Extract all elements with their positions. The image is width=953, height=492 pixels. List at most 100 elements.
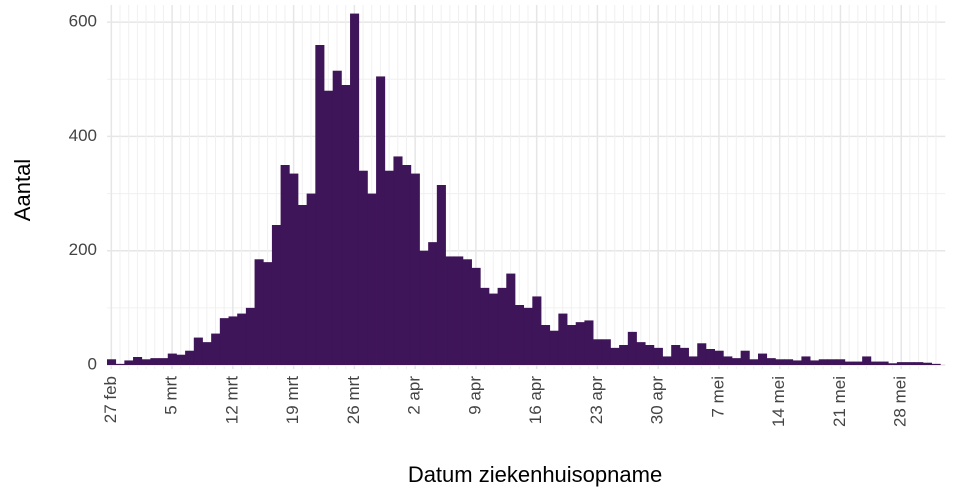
bar — [167, 353, 177, 365]
x-tick-label: 12 mrt — [222, 376, 241, 424]
bar — [280, 165, 290, 365]
bar — [488, 293, 498, 365]
x-tick-label: 5 mrt — [162, 376, 181, 415]
bar — [766, 358, 776, 365]
bar — [844, 361, 854, 365]
bar — [358, 170, 368, 365]
x-tick-label: 21 mei — [830, 376, 849, 427]
bar — [419, 250, 429, 365]
bar — [758, 353, 768, 365]
bar — [185, 350, 195, 365]
bar — [905, 362, 915, 365]
bar — [471, 267, 481, 365]
bar — [271, 225, 281, 365]
bar — [775, 359, 785, 365]
bar — [862, 356, 872, 365]
bar — [784, 359, 794, 365]
bar — [931, 363, 941, 365]
y-tick-label: 400 — [69, 126, 97, 145]
bar — [107, 359, 117, 365]
bar — [836, 359, 846, 365]
bar — [601, 339, 611, 365]
bar — [541, 325, 551, 365]
bar — [801, 356, 811, 365]
bar — [619, 345, 629, 365]
bar — [237, 313, 247, 365]
bar — [523, 307, 533, 365]
bar — [393, 156, 403, 365]
bar — [532, 296, 542, 365]
bar — [653, 347, 663, 365]
bar — [445, 256, 455, 365]
bar — [740, 350, 750, 365]
bar — [141, 359, 151, 365]
bar — [306, 193, 316, 365]
bar — [315, 45, 325, 365]
bar — [350, 13, 360, 365]
x-tick-label: 7 mei — [708, 376, 727, 418]
x-tick-label: 19 mrt — [283, 376, 302, 424]
bar — [254, 259, 264, 365]
bar — [688, 356, 698, 365]
x-tick-label: 26 mrt — [344, 376, 363, 424]
x-tick-label: 23 apr — [587, 376, 606, 425]
bar — [219, 318, 229, 365]
x-tick-label: 27 feb — [101, 376, 120, 423]
bar — [289, 173, 299, 365]
bar — [636, 342, 646, 365]
x-axis-title: Datum ziekenhuisopname — [408, 462, 662, 487]
bar — [610, 347, 620, 365]
bar — [792, 360, 802, 365]
bar — [567, 325, 577, 365]
bar — [133, 357, 143, 365]
bar — [436, 185, 446, 365]
y-tick-label: 0 — [88, 354, 97, 373]
x-tick-label: 2 apr — [405, 376, 424, 415]
bar — [723, 356, 733, 365]
bar — [115, 363, 125, 365]
bar — [428, 242, 438, 365]
bar — [263, 262, 273, 365]
bar — [454, 256, 464, 365]
bar — [324, 90, 334, 365]
bar — [870, 361, 880, 365]
bar — [914, 362, 924, 365]
bar — [384, 170, 394, 365]
bar — [202, 342, 212, 365]
bar — [627, 331, 637, 365]
bar — [376, 76, 386, 365]
bar — [245, 307, 255, 365]
bar — [662, 356, 672, 365]
bar — [341, 85, 351, 365]
bar — [558, 313, 568, 365]
bar — [176, 354, 186, 365]
bar — [575, 322, 585, 365]
bar — [367, 193, 377, 365]
y-tick-label: 600 — [69, 12, 97, 31]
bar — [480, 287, 490, 365]
bar — [810, 360, 820, 365]
bar — [697, 343, 707, 365]
bar — [714, 350, 724, 365]
bar — [462, 259, 472, 365]
bar — [853, 361, 863, 365]
bar — [549, 330, 559, 365]
bar — [827, 359, 837, 365]
bar — [124, 360, 134, 365]
bar — [506, 273, 516, 365]
x-tick-label: 14 mei — [769, 376, 788, 427]
bar — [514, 305, 525, 365]
bar — [818, 359, 828, 365]
bar — [645, 345, 655, 365]
bar — [679, 347, 689, 365]
bar — [671, 345, 681, 365]
x-tick-label: 16 apr — [526, 376, 545, 425]
bar — [593, 339, 603, 365]
bar — [159, 358, 169, 365]
bar — [896, 362, 906, 365]
bar — [749, 359, 759, 365]
bar — [297, 205, 308, 365]
bar — [705, 349, 715, 365]
bar — [228, 316, 238, 365]
